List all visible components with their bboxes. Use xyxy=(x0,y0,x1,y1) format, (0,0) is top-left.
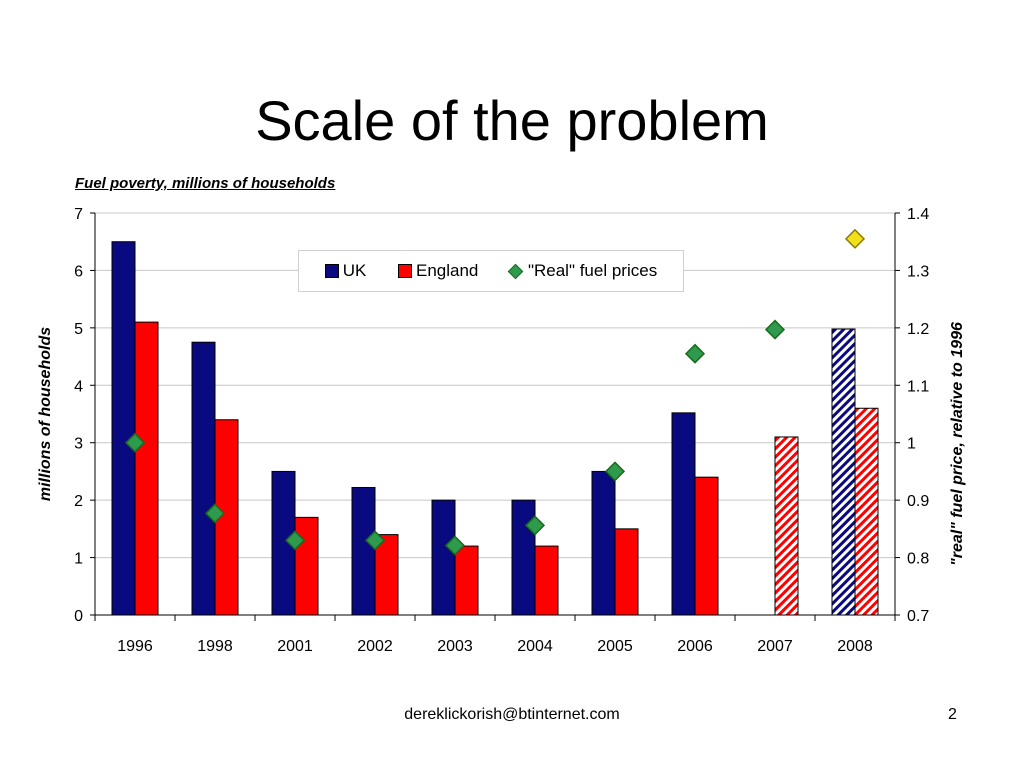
bar-england xyxy=(454,545,479,616)
y-tick-label: 5 xyxy=(74,321,83,338)
legend-item-uk: UK xyxy=(324,261,367,281)
bar-england xyxy=(534,545,559,616)
fuel-price-marker xyxy=(684,343,706,364)
x-tick-label: 2003 xyxy=(437,638,473,655)
fuel-price-marker xyxy=(124,432,146,453)
bar-england xyxy=(774,436,799,616)
fuel-price-marker xyxy=(204,503,226,524)
legend-item-england: England xyxy=(397,261,479,281)
y2-tick-label: 1.1 xyxy=(907,378,929,395)
bar-uk xyxy=(831,328,856,616)
y2-tick-label: 0.9 xyxy=(907,493,929,510)
bar-england xyxy=(294,516,319,616)
x-tick-label: 2004 xyxy=(517,638,553,655)
bar-england xyxy=(854,407,879,616)
y-tick-label: 4 xyxy=(74,378,83,395)
y-tick-label: 2 xyxy=(74,493,83,510)
x-tick-label: 2008 xyxy=(837,638,873,655)
legend-label-fuel-prices: "Real" fuel prices xyxy=(527,261,658,280)
bar-uk xyxy=(671,412,696,616)
bar-uk xyxy=(511,499,536,616)
legend-swatch-uk xyxy=(324,264,339,278)
y2-tick-label: 0.7 xyxy=(907,608,929,625)
x-tick-label: 2001 xyxy=(277,638,313,655)
footer-email: dereklickorish@btinternet.com xyxy=(404,706,620,723)
bar-uk xyxy=(111,241,136,616)
fuel-price-markers xyxy=(124,228,866,556)
y2-tick-label: 1 xyxy=(907,436,916,453)
legend-label-uk: UK xyxy=(342,261,367,280)
x-tick-label: 2002 xyxy=(357,638,393,655)
bars xyxy=(111,241,879,616)
chart-legend: UK England "Real" fuel prices xyxy=(298,250,684,292)
fuel-price-marker xyxy=(764,319,786,340)
y2-tick-label: 1.3 xyxy=(907,263,929,280)
fuel-price-marker xyxy=(604,461,626,482)
x-tick-label: 2007 xyxy=(757,638,793,655)
bar-england xyxy=(694,476,719,616)
fuel-price-marker xyxy=(444,535,466,556)
y-tick-label: 0 xyxy=(74,608,83,625)
x-tick-label: 2006 xyxy=(677,638,713,655)
y-tick-label: 6 xyxy=(74,263,83,280)
y2-tick-label: 1.4 xyxy=(907,206,929,223)
y2-tick-label: 1.2 xyxy=(907,321,929,338)
legend-item-fuel-prices: "Real" fuel prices xyxy=(507,261,658,281)
slide-title: Scale of the problem xyxy=(255,89,769,152)
y2-tick-label: 0.8 xyxy=(907,551,929,568)
y-tick-label: 3 xyxy=(74,436,83,453)
legend-swatch-fuel-prices xyxy=(507,263,524,279)
bar-uk xyxy=(591,470,616,616)
x-tick-label: 1996 xyxy=(117,638,153,655)
fuel-price-marker xyxy=(364,530,386,551)
fuel-price-marker xyxy=(284,530,306,551)
bar-england xyxy=(134,321,159,616)
y-axis-title: millions of households xyxy=(37,327,54,501)
axis-labels: 0 1 2 3 4 5 6 7 0.7 0.8 0.9 1 1.1 1.2 1.3 1.4 1996 1998 20… xyxy=(37,206,966,655)
bar-england xyxy=(614,528,639,616)
fuel-price-marker xyxy=(524,515,546,536)
chart-title: Fuel poverty, millions of households xyxy=(75,175,336,192)
y-tick-label: 1 xyxy=(74,551,83,568)
bar-uk xyxy=(431,499,456,616)
x-tick-label: 2005 xyxy=(597,638,633,655)
fuel-price-marker xyxy=(844,228,866,249)
y2-axis-title: "real" fuel price, relative to 1996 xyxy=(949,322,966,566)
axes xyxy=(90,212,900,621)
legend-swatch-england xyxy=(397,264,412,278)
legend-label-england: England xyxy=(415,261,479,280)
bar-uk xyxy=(351,487,376,616)
y-tick-label: 7 xyxy=(74,206,83,223)
page-number: 2 xyxy=(948,706,957,723)
x-tick-label: 1998 xyxy=(197,638,233,655)
bar-uk xyxy=(191,341,216,616)
